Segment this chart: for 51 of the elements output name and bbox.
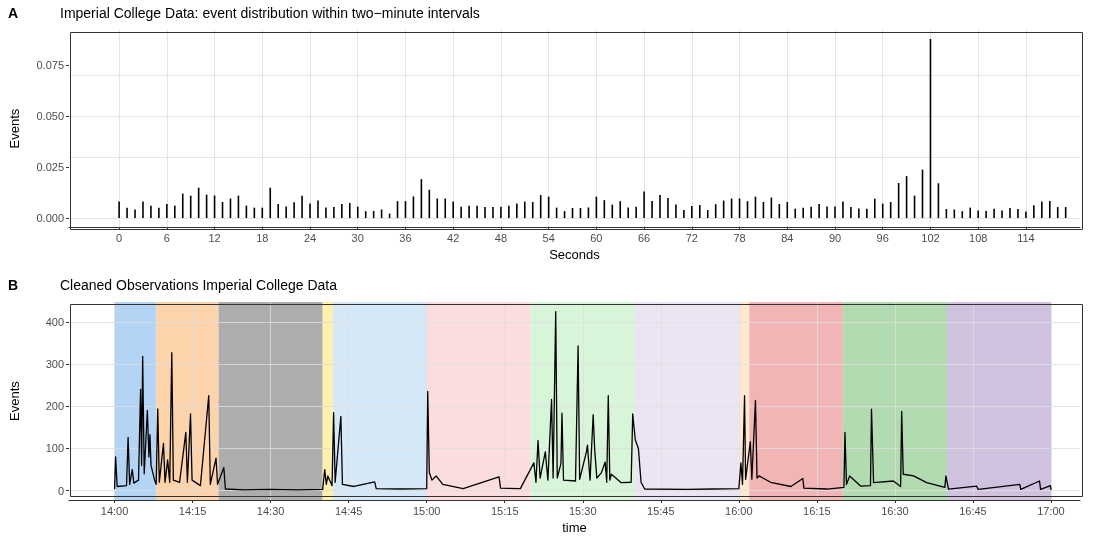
x-tick-label: 90	[828, 231, 842, 244]
x-tick-label: 96	[876, 231, 889, 244]
y-tick-label: 0.000	[36, 212, 64, 225]
text: B	[8, 277, 19, 293]
y-tick-label: 0.050	[36, 110, 64, 123]
x-tick-label: 15:00	[412, 504, 441, 517]
y-tick-label: 100	[45, 442, 64, 455]
x-tick-label: 30	[351, 231, 364, 244]
y-tick-label: 200	[45, 400, 64, 413]
x-tick-label: 102	[921, 231, 940, 244]
y-tick-label: 0.025	[36, 161, 64, 174]
x-axis-title: time	[562, 519, 587, 535]
y-tick-label: 0	[57, 484, 64, 497]
x-tick-label: 14:30	[256, 504, 285, 517]
x-tick-label: 18	[256, 231, 269, 244]
chart-title: Imperial College Data: event distribution within two−minute intervals	[60, 5, 480, 21]
x-tick-label: 72	[685, 231, 698, 244]
x-tick-label: 108	[969, 231, 988, 244]
x-tick-label: 66	[637, 231, 651, 244]
x-tick-label: 6	[163, 231, 170, 244]
chart-title: Cleaned Observations Imperial College Data	[60, 277, 338, 293]
x-tick-label: 0	[116, 231, 123, 244]
x-tick-label: 16:00	[725, 504, 753, 517]
x-tick-label: 15:15	[490, 504, 519, 517]
y-axis-title: Events	[7, 380, 22, 421]
x-tick-label: 15:30	[569, 504, 597, 517]
text: A	[8, 5, 19, 21]
y-tick-label: 300	[45, 358, 64, 371]
x-tick-label: 17:00	[1037, 504, 1065, 517]
x-tick-label: 14:45	[334, 504, 363, 517]
x-tick-label: 16:15	[803, 504, 831, 517]
x-tick-label: 12	[208, 231, 221, 244]
y-tick-label: 400	[45, 315, 64, 328]
x-tick-label: 60	[590, 231, 603, 244]
x-tick-label: 16:30	[881, 504, 909, 517]
x-tick-label: 16:45	[959, 504, 987, 517]
line-series	[113, 311, 1052, 491]
x-tick-label: 14:00	[100, 504, 129, 517]
x-tick-label: 36	[399, 231, 412, 244]
x-tick-label: 14:15	[178, 504, 207, 517]
x-tick-label: 15:45	[647, 504, 675, 517]
x-axis-title: Seconds	[549, 246, 601, 262]
x-tick-label: 48	[494, 231, 508, 244]
x-tick-label: 84	[781, 231, 794, 244]
x-tick-label: 42	[447, 231, 460, 244]
x-tick-label: 78	[733, 231, 746, 244]
x-tick-label: 24	[303, 231, 317, 244]
x-tick-label: 114	[1017, 231, 1035, 244]
y-axis-title: Events	[7, 108, 22, 149]
x-tick-label: 54	[542, 231, 555, 244]
y-tick-label: 0.075	[36, 59, 64, 72]
